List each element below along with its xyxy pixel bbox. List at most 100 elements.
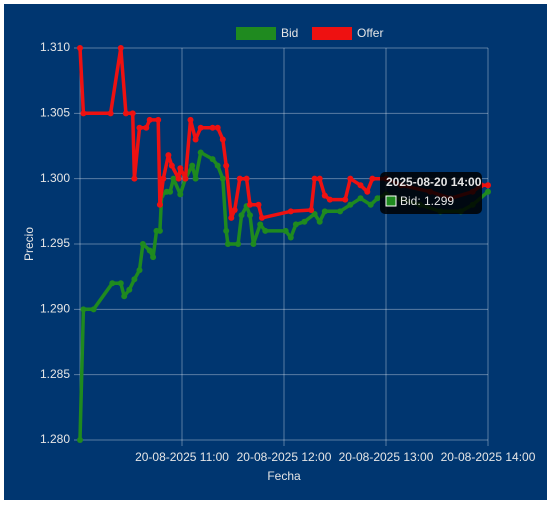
data-point — [129, 110, 136, 117]
data-point — [247, 212, 253, 219]
data-point — [197, 149, 204, 156]
data-point — [342, 196, 349, 203]
data-point — [236, 175, 243, 182]
legend-label: Offer — [357, 26, 383, 40]
data-point — [287, 208, 294, 215]
data-point — [146, 247, 153, 254]
data-point — [187, 116, 194, 123]
data-point — [189, 162, 196, 169]
data-point — [219, 175, 226, 182]
y-tick-label: 1.310 — [40, 40, 70, 54]
data-point — [257, 221, 264, 228]
data-point — [197, 124, 204, 131]
tooltip: 2025-08-20 14:00 Bid: 1.299 — [380, 172, 482, 214]
data-point — [231, 207, 238, 214]
legend-label: Bid — [281, 26, 298, 40]
data-point — [117, 45, 124, 51]
y-tick-label: 1.300 — [40, 171, 70, 185]
data-point — [316, 175, 323, 182]
data-point — [146, 116, 153, 123]
data-point — [77, 45, 83, 51]
data-point — [131, 175, 138, 182]
y-axis-title: Precio — [22, 227, 36, 261]
data-point — [311, 175, 318, 182]
data-point — [357, 195, 364, 202]
data-point — [367, 201, 374, 208]
data-point — [223, 162, 230, 169]
data-point — [80, 110, 87, 117]
data-point — [357, 182, 364, 189]
data-point — [122, 110, 129, 117]
data-point — [168, 162, 175, 169]
data-point — [347, 175, 354, 182]
data-point — [136, 267, 143, 274]
x-tick-label: 20-08-2025 12:00 — [237, 450, 332, 464]
data-point — [247, 201, 253, 208]
y-tick-label: 1.280 — [40, 432, 70, 446]
data-point — [258, 214, 265, 221]
data-point — [156, 201, 163, 208]
data-point — [107, 110, 114, 117]
data-point — [321, 192, 328, 199]
data-point — [117, 280, 124, 287]
data-point — [167, 188, 174, 195]
data-point — [223, 227, 230, 234]
data-point — [219, 136, 226, 143]
x-axis-title: Fecha — [267, 469, 301, 483]
data-point — [177, 191, 184, 198]
chart-background — [4, 4, 547, 500]
data-point — [90, 306, 97, 313]
data-point — [374, 195, 381, 202]
data-point — [209, 124, 216, 131]
x-tick-label: 20-08-2025 14:00 — [441, 450, 536, 464]
tooltip-swatch — [385, 195, 397, 207]
data-point — [121, 293, 128, 300]
data-point — [282, 227, 289, 234]
tooltip-label: Bid: 1.299 — [400, 194, 454, 208]
data-point — [326, 196, 333, 203]
data-point — [292, 221, 299, 228]
y-tick-label: 1.290 — [40, 302, 70, 316]
data-point — [209, 156, 216, 163]
data-point — [139, 241, 146, 247]
data-point — [485, 182, 491, 189]
data-point — [337, 208, 344, 215]
data-point — [131, 276, 138, 283]
data-point — [192, 175, 199, 182]
legend-swatch — [236, 27, 276, 40]
data-point — [214, 124, 221, 131]
data-point — [250, 241, 257, 247]
data-point — [224, 241, 231, 247]
data-point — [369, 175, 376, 182]
y-tick-label: 1.285 — [40, 367, 70, 381]
data-point — [182, 175, 189, 182]
data-point — [243, 175, 250, 182]
data-point — [192, 136, 199, 143]
data-point — [321, 208, 328, 215]
y-tick-label: 1.295 — [40, 236, 70, 250]
data-point — [109, 280, 116, 287]
data-point — [311, 210, 318, 217]
data-point — [170, 175, 177, 182]
x-tick-label: 20-08-2025 11:00 — [135, 450, 229, 464]
data-point — [308, 207, 315, 214]
data-point — [235, 241, 242, 247]
legend-swatch — [312, 27, 352, 40]
data-point — [80, 306, 87, 313]
data-point — [136, 124, 143, 131]
data-point — [347, 201, 354, 208]
data-point — [156, 227, 163, 234]
data-point — [364, 188, 371, 195]
data-point — [155, 116, 162, 123]
data-point — [77, 437, 83, 443]
data-point — [165, 152, 172, 159]
data-point — [238, 212, 245, 219]
data-point — [177, 165, 184, 172]
data-point — [255, 201, 262, 208]
data-point — [485, 188, 491, 195]
data-point — [214, 162, 221, 169]
tooltip-box — [380, 172, 482, 214]
data-point — [316, 218, 323, 225]
y-tick-label: 1.305 — [40, 106, 70, 120]
